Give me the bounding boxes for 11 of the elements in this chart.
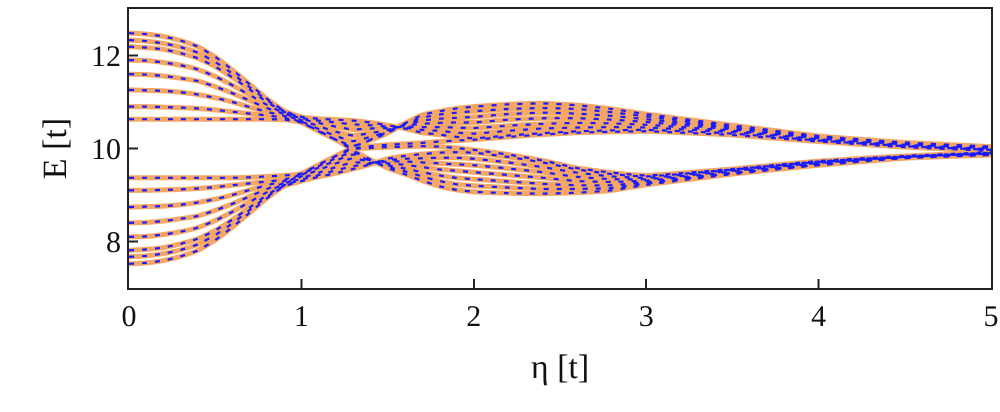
- x-tick-label: 3: [638, 300, 654, 333]
- x-tick-label: 4: [811, 300, 826, 333]
- y-tick-label: 8: [106, 226, 121, 259]
- y-tick-label: 12: [91, 40, 121, 73]
- y-tick-label: 10: [91, 133, 121, 166]
- x-tick-label: 1: [294, 300, 309, 333]
- x-tick-label: 0: [122, 300, 136, 333]
- x-tick-label: 5: [984, 300, 998, 333]
- x-axis-title: η [t]: [530, 348, 590, 386]
- y-axis-title: E [t]: [37, 118, 74, 180]
- x-tick-label: 2: [466, 300, 482, 333]
